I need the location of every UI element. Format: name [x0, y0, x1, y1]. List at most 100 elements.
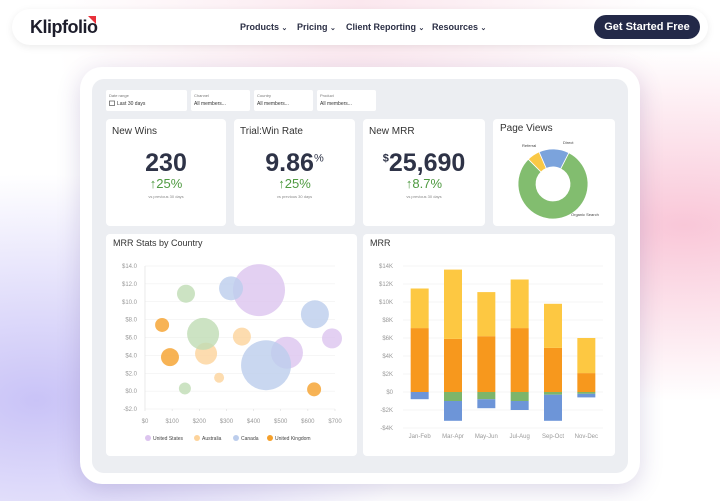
x-tick-label: Sep-Oct [542, 434, 564, 440]
filter-label: Product [320, 93, 334, 98]
pie-slice [517, 152, 589, 220]
x-tick-label: $0 [142, 419, 149, 425]
y-tick-label: $10.0 [122, 300, 138, 306]
chart-title: Page Views [500, 123, 553, 134]
nav-link[interactable]: Resources ⌄ [432, 22, 487, 32]
logo-mark [88, 16, 96, 24]
kpi-value: 9.86 [265, 149, 314, 177]
y-tick-label: -$2K [380, 408, 393, 414]
bar-segment [477, 399, 496, 409]
filter-value: All members... [194, 101, 226, 107]
y-tick-label: $2.0 [125, 371, 137, 377]
kpi-value-row: $25,690 [363, 149, 485, 178]
bar-segment [510, 279, 529, 329]
bar-segment [444, 269, 462, 339]
bubble [300, 300, 329, 329]
nav-link-text: Client Reporting [346, 22, 416, 32]
bar-segment [510, 401, 529, 410]
x-tick-label: $100 [165, 419, 179, 425]
bubble [232, 327, 251, 346]
kpi-change: ↑8.7% [405, 176, 443, 191]
filter-label: Channel [194, 93, 209, 98]
y-tick-label: $6.0 [125, 336, 137, 342]
kpi-value: 230 [145, 149, 187, 177]
x-tick-label: May-Jun [475, 434, 498, 440]
y-tick-label: $14.0 [122, 264, 138, 270]
bar-segment [544, 394, 562, 421]
y-tick-label: $4K [382, 354, 393, 360]
nav-link[interactable]: Products ⌄ [240, 22, 288, 32]
bar-segment [544, 303, 562, 348]
bar-segment [577, 373, 596, 392]
x-tick-label: Jan-Feb [409, 434, 432, 440]
slice-label: Referral [522, 143, 536, 148]
legend-label: United Kingdom [275, 436, 311, 442]
kpi-currency: $ [382, 152, 389, 165]
y-tick-label: $0.0 [125, 389, 137, 395]
bar-segment [544, 392, 562, 395]
bar-segment [577, 392, 596, 394]
nav-link[interactable]: Client Reporting ⌄ [346, 22, 425, 32]
nav-link-text: Products [240, 22, 280, 32]
kpi-title: New MRR [369, 126, 415, 137]
filter[interactable]: Channel All members... [191, 90, 250, 111]
kpi-change: ↑25% [149, 176, 183, 191]
bar-segment [577, 338, 596, 374]
filter-label: Date range [109, 93, 129, 98]
bubble [160, 348, 179, 367]
legend-label: Australia [202, 436, 222, 442]
x-tick-label: $300 [220, 419, 234, 425]
kpi-card: New Wins 230 ↑25% vs previous 30 days [106, 119, 226, 226]
x-tick-label: Jul-Aug [509, 434, 529, 440]
nav-bar: Klipfolio Products ⌄ Pricing ⌄ Client Re… [12, 9, 708, 45]
bar-segment [444, 392, 462, 401]
y-tick-label: $2K [382, 372, 393, 378]
bubble [307, 382, 322, 397]
legend-label: United States [153, 436, 184, 442]
logo[interactable]: Klipfolio [30, 17, 98, 37]
y-tick-label: $0 [386, 390, 393, 396]
nav-link-text: Resources [432, 22, 479, 32]
filter[interactable]: Country All members... [254, 90, 313, 111]
y-tick-label: -$2.0 [123, 407, 137, 413]
bubble [233, 264, 285, 317]
bar-segment [510, 392, 529, 401]
kpi-value-row: 9.86% [234, 149, 355, 178]
slice-label: Organic Search [571, 212, 599, 217]
cta-button[interactable]: Get Started Free [594, 15, 700, 39]
filter[interactable]: Product All members... [317, 90, 376, 111]
x-tick-label: Mar-Apr [442, 434, 464, 440]
bar-segment [444, 338, 462, 392]
nav-link[interactable]: Pricing ⌄ [297, 22, 336, 32]
bar-segment [410, 328, 429, 392]
legend-label: Canada [241, 436, 259, 442]
filter-value: Last 30 days [117, 101, 146, 107]
filter-label: Country [257, 93, 272, 98]
legend-swatch [267, 435, 273, 441]
y-tick-label: $14K [379, 264, 393, 270]
filter[interactable]: Date range Last 30 days [106, 90, 187, 111]
bubble [241, 340, 292, 391]
x-tick-label: $500 [274, 419, 288, 425]
kpi-title: Trial:Win Rate [240, 126, 303, 137]
kpi-card: Trial:Win Rate 9.86% ↑25% vs previous 30… [234, 119, 355, 226]
y-tick-label: -$4K [380, 426, 393, 432]
filter-value: All members... [257, 101, 289, 107]
chart-card [106, 234, 357, 456]
y-tick-label: $6K [382, 336, 393, 342]
kpi-card: New MRR $25,690 ↑8.7% vs previous 30 day… [363, 119, 485, 226]
y-tick-label: $10K [379, 300, 393, 306]
x-tick-label: $200 [193, 419, 207, 425]
bar-segment [410, 288, 429, 329]
y-tick-label: $8.0 [125, 318, 137, 324]
bubble [214, 372, 225, 383]
slice-label: Direct [563, 140, 574, 145]
bar-segment [510, 328, 529, 392]
bar-segment [544, 347, 562, 392]
nav-link-text: Pricing [297, 22, 328, 32]
bar-segment [577, 393, 596, 398]
bubble [219, 276, 244, 301]
chart-title: MRR Stats by Country [113, 238, 203, 248]
calendar-icon [109, 100, 115, 106]
